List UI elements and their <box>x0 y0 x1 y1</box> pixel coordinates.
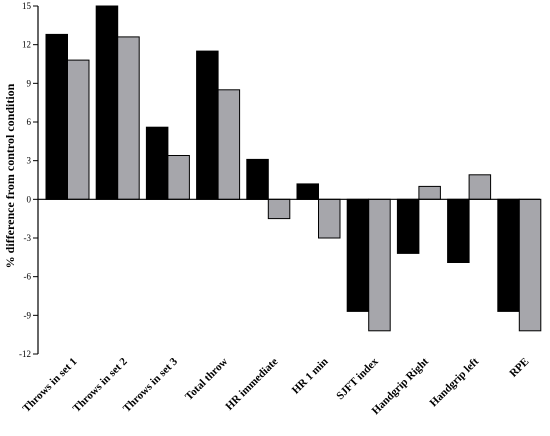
bar-series-1-3 <box>145 126 169 200</box>
y-tick-label-1: -12 <box>19 349 31 359</box>
y-tick-label-8: 9 <box>27 78 32 88</box>
bar-series-1-5 <box>246 158 269 200</box>
y-tick-label-4: -3 <box>24 233 32 243</box>
x-category-label-5: HR immediate <box>223 356 280 413</box>
bar-series-2-7 <box>368 198 391 332</box>
y-axis-label: % difference from control condition <box>3 83 17 268</box>
bar-series-2-10 <box>518 198 542 332</box>
y-tick-label-10: 15 <box>22 1 32 11</box>
x-category-label-4: Total throw <box>183 356 230 403</box>
y-ticks-group: -12 -9 -6 -3 0 3 6 9 12 15 <box>19 1 38 359</box>
bar-series-2-3 <box>167 155 190 200</box>
bar-series-1-6 <box>296 183 319 200</box>
bar-series-1-4 <box>196 50 219 200</box>
y-tick-label-3: -6 <box>24 272 32 282</box>
bar-series-1-8 <box>396 198 420 254</box>
bar-series-1-2 <box>95 5 119 200</box>
y-tick-label-7: 6 <box>27 117 32 127</box>
y-tick-label-9: 12 <box>22 40 31 50</box>
bar-series-1-9 <box>447 198 470 264</box>
x-category-label-6: HR 1 min <box>290 356 331 397</box>
bar-series-2-2 <box>117 36 140 200</box>
bar-series-1-1 <box>45 33 68 200</box>
bar-series-2-6 <box>318 198 341 239</box>
bar-series-2-8 <box>418 185 441 200</box>
bar-series-2-9 <box>468 174 492 200</box>
y-tick-label-6: 3 <box>27 156 32 166</box>
x-category-label-3: Throws in set 3 <box>121 355 180 414</box>
x-category-label-9: Handgrip left <box>428 355 482 409</box>
x-category-label-10: RPE <box>507 356 531 380</box>
bar-series-2-1 <box>67 59 90 200</box>
bar-series-2-5 <box>267 198 291 220</box>
bar-series-2-4 <box>217 89 241 200</box>
bars-group <box>45 5 542 332</box>
bar-series-1-7 <box>346 198 370 312</box>
x-category-label-7: SJFT index <box>334 355 381 402</box>
bar-series-1-10 <box>497 198 520 312</box>
y-tick-label-2: -9 <box>24 310 32 320</box>
y-tick-label-5: 0 <box>27 194 32 204</box>
axes-group <box>37 6 540 354</box>
